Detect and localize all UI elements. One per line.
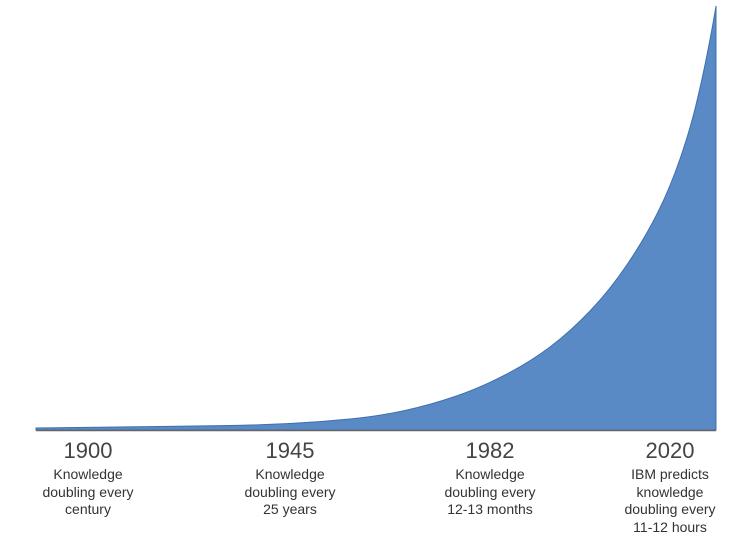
milestone-2: 1982Knowledgedoubling every12-13 months (410, 438, 570, 519)
milestone-year: 1900 (8, 438, 168, 464)
milestone-3: 2020IBM predictsknowledgedoubling every1… (590, 438, 750, 536)
milestone-desc: Knowledgedoubling everycentury (8, 466, 168, 519)
milestone-0: 1900Knowledgedoubling everycentury (8, 438, 168, 519)
milestone-year: 1982 (410, 438, 570, 464)
milestone-desc: Knowledgedoubling every12-13 months (410, 466, 570, 519)
milestone-1: 1945Knowledgedoubling every25 years (210, 438, 370, 519)
knowledge-doubling-chart: 1900Knowledgedoubling everycentury1945Kn… (0, 0, 750, 536)
milestone-year: 1945 (210, 438, 370, 464)
milestone-year: 2020 (590, 438, 750, 464)
milestone-desc: Knowledgedoubling every25 years (210, 466, 370, 519)
milestone-desc: IBM predictsknowledgedoubling every11-12… (590, 466, 750, 536)
